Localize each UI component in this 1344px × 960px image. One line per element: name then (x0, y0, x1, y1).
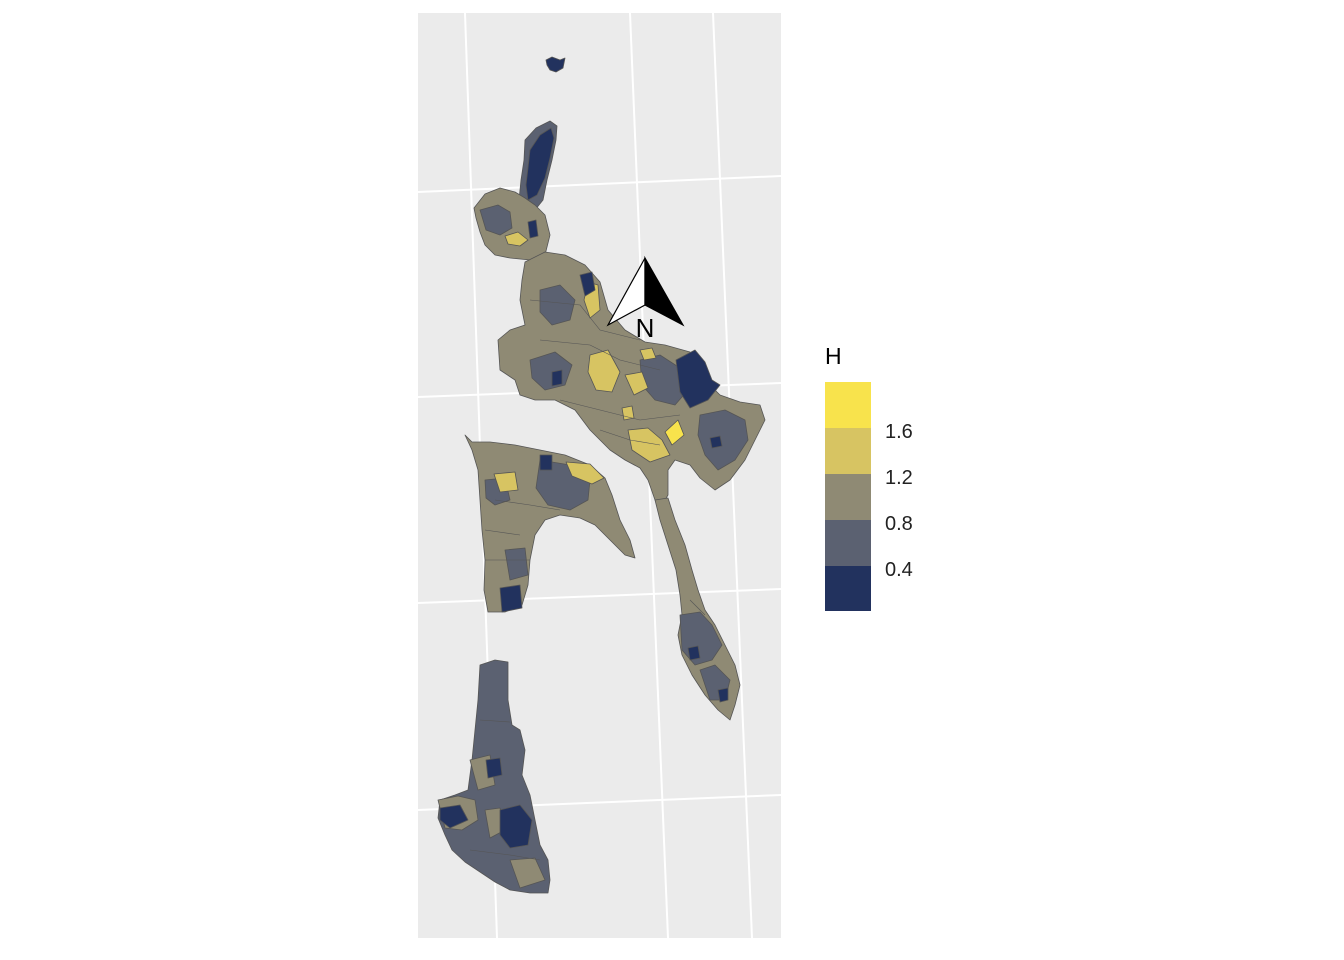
region-central-navy1 (579, 271, 596, 297)
region-central-yellow3 (624, 371, 649, 396)
region-south-navy3 (485, 757, 503, 779)
region-southeast-corridor (654, 497, 741, 721)
region-central-navy4 (709, 435, 723, 449)
region-west-yellow2 (493, 471, 519, 493)
legend-label-1: 1.6 (885, 421, 913, 443)
region-southeast-navy (687, 645, 701, 661)
region-west-yellow1 (565, 461, 605, 485)
legend-label-4: 0.4 (885, 559, 913, 581)
region-northwest-navy (527, 219, 539, 239)
region-west-dark3 (504, 547, 529, 581)
legend-title: H (825, 343, 842, 369)
legend-label-3: 0.8 (885, 513, 913, 535)
map-regions (437, 56, 766, 894)
legend-swatch-5 (825, 566, 871, 611)
region-west-navy2 (539, 454, 553, 471)
north-arrow-right-half (644, 255, 685, 327)
region-central-dark4 (697, 409, 749, 471)
region-central-yellow7 (639, 347, 657, 361)
region-southeast-navy2 (717, 687, 729, 703)
region-west-navy1 (499, 584, 523, 613)
region-boundaries (469, 299, 706, 861)
region-northwest-dark (479, 204, 513, 236)
legend: H 1.6 1.2 0.8 0.4 (825, 343, 913, 611)
legend-swatch-4 (825, 520, 871, 566)
region-south-navy2 (499, 804, 533, 849)
region-central-dark1 (539, 284, 576, 326)
region-south-tan4 (509, 857, 546, 889)
region-central-navy3 (551, 369, 563, 387)
north-arrow-label: N (636, 313, 655, 343)
region-central-yellow4 (627, 427, 671, 463)
legend-label-2: 1.2 (885, 467, 913, 489)
region-central-navy2 (675, 349, 721, 409)
region-northwest-yellow (504, 231, 529, 247)
region-central-yellow5 (664, 419, 685, 446)
north-arrow: N (606, 255, 685, 343)
legend-swatch-2 (825, 428, 871, 474)
legend-swatch-3 (825, 474, 871, 520)
region-central-yellow2 (587, 349, 621, 393)
region-north-lake (525, 127, 555, 201)
legend-swatch-1 (825, 382, 871, 428)
region-island (545, 56, 566, 73)
region-south-navy1 (439, 804, 469, 829)
